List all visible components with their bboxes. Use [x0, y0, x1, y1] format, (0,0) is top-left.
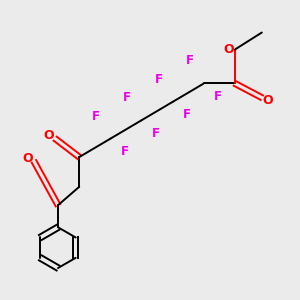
Text: F: F [183, 108, 191, 121]
Text: F: F [154, 73, 163, 86]
Text: F: F [92, 110, 100, 122]
Text: F: F [214, 90, 222, 103]
Text: F: F [121, 145, 128, 158]
Text: O: O [44, 129, 54, 142]
Text: F: F [152, 127, 160, 140]
Text: O: O [263, 94, 273, 107]
Text: O: O [224, 43, 234, 56]
Text: F: F [123, 91, 131, 104]
Text: O: O [22, 152, 33, 165]
Text: F: F [186, 54, 194, 67]
